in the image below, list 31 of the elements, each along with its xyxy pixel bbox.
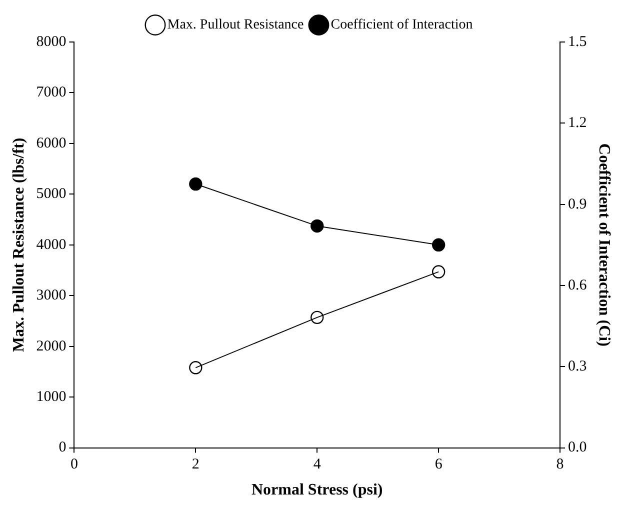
x-tick-label: 4 xyxy=(313,456,322,473)
point xyxy=(189,361,202,374)
legend-label: Coefficient of Interaction xyxy=(330,18,473,33)
y-tick-label: 2000 xyxy=(36,338,66,354)
point xyxy=(432,265,446,278)
point xyxy=(432,238,446,252)
y-tick-label: 4000 xyxy=(36,236,66,253)
y-tick-label: 5000 xyxy=(36,186,66,202)
x-tick-label: 0 xyxy=(70,456,78,473)
y2-tick-label: 0.6 xyxy=(568,277,588,294)
y2-tick-label: 0.9 xyxy=(568,196,587,212)
x-tick-label: 6 xyxy=(434,456,443,473)
y-tick-label: 0 xyxy=(58,440,66,456)
y-axis-title: Max. Pullout Resistance (lbs/ft) xyxy=(10,138,28,352)
x-tick-label: 8 xyxy=(556,456,564,473)
y-tick-label: 6000 xyxy=(36,135,66,152)
y-tick-label: 7000 xyxy=(36,84,66,101)
y-tick-label: 8000 xyxy=(36,34,66,50)
legend-label: Max. Pullout Resistance xyxy=(167,18,304,33)
y2-axis-title: Coefficient of Interaction (Ci) xyxy=(595,143,612,346)
point xyxy=(310,219,324,233)
x-tick-label: 2 xyxy=(192,456,200,473)
point xyxy=(189,177,202,191)
point xyxy=(310,310,324,324)
y2-tick-label: 1.2 xyxy=(568,115,587,132)
y-tick-label: 1000 xyxy=(36,389,66,406)
y-tick-label: 3000 xyxy=(36,288,66,304)
x-axis-title: Normal Stress (psi) xyxy=(252,482,383,499)
y2-tick-label: 0.3 xyxy=(568,358,587,375)
y2-tick-label: 1.5 xyxy=(568,34,587,50)
y2-tick-label: 0.0 xyxy=(568,440,587,456)
